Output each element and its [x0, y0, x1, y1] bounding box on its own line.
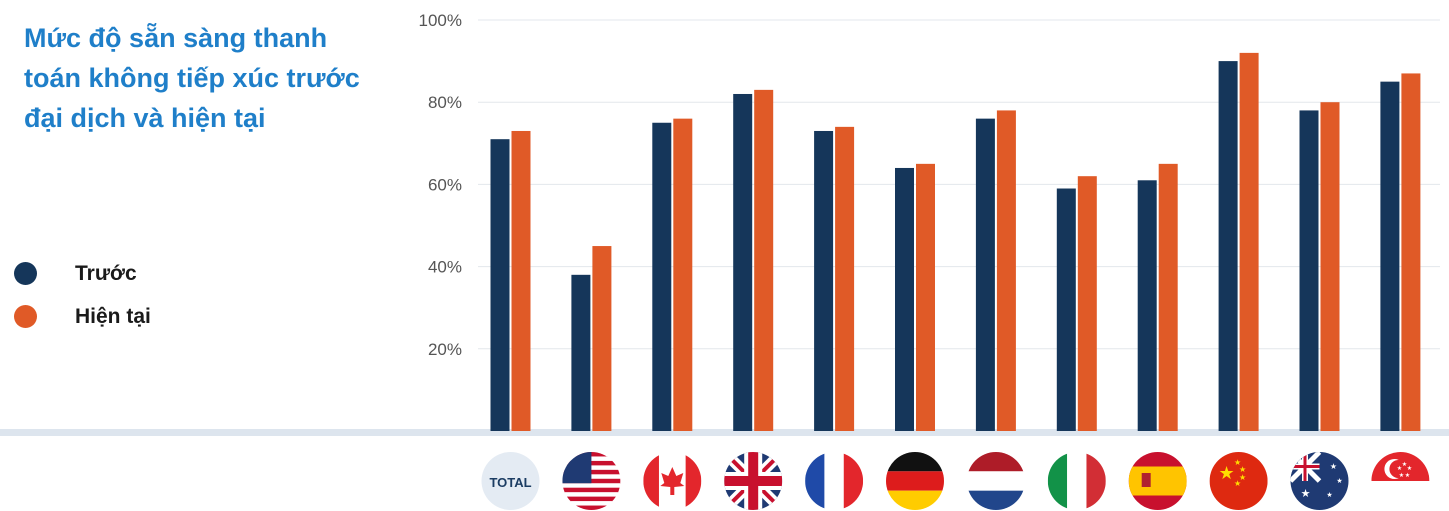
france-flag-icon — [805, 452, 864, 510]
bar-before — [1299, 110, 1319, 432]
bar-now — [511, 130, 531, 431]
bar-now — [1239, 52, 1259, 431]
bar-now — [916, 163, 935, 431]
bar-before — [814, 130, 834, 431]
y-tick-label: 60% — [428, 175, 462, 194]
bar-now — [996, 110, 1016, 432]
bar-now — [1158, 163, 1178, 431]
uk-flag-icon — [724, 452, 783, 510]
spain-flag-icon — [1128, 452, 1187, 510]
legend-label-now: Hiện tại — [75, 304, 151, 328]
bar-before — [571, 274, 591, 431]
bar-now — [835, 126, 855, 432]
svg-text:★: ★ — [1239, 473, 1246, 482]
bar-before — [490, 139, 510, 431]
bar-before — [975, 118, 995, 431]
bar-now — [592, 246, 612, 431]
svg-text:★: ★ — [1330, 462, 1337, 471]
chart-title: Mức độ sẵn sàng thanh toán không tiếp xú… — [24, 23, 360, 133]
svg-text:★: ★ — [1239, 465, 1246, 474]
y-tick-label: 40% — [428, 258, 462, 277]
bar-before — [652, 122, 672, 431]
svg-text:★: ★ — [1234, 479, 1241, 488]
bar-before — [733, 93, 753, 431]
svg-text:★: ★ — [1336, 477, 1342, 485]
bar-before — [1218, 61, 1238, 431]
legend-item-now: Hiện tại — [14, 295, 151, 338]
svg-text:★: ★ — [1301, 487, 1311, 500]
svg-text:★: ★ — [1219, 463, 1235, 484]
svg-text:★: ★ — [1397, 465, 1402, 472]
y-tick-label: 100% — [419, 11, 462, 30]
italy-flag-icon — [1047, 452, 1106, 510]
svg-text:★: ★ — [1234, 458, 1241, 467]
y-tick-label: 20% — [428, 340, 462, 359]
legend-swatch-before — [14, 262, 37, 285]
baseline-band — [0, 429, 1449, 436]
bar-now — [673, 118, 693, 431]
netherlands-flag-icon — [966, 452, 1025, 510]
bar-now — [1077, 176, 1097, 431]
total-badge-label: TOTAL — [489, 475, 531, 490]
legend-label-before: Trước — [75, 261, 137, 285]
y-tick-label: 80% — [428, 93, 462, 112]
bar-before — [1137, 180, 1157, 431]
svg-text:★: ★ — [1399, 472, 1404, 479]
bar-before — [1380, 81, 1400, 432]
svg-text:★: ★ — [1326, 491, 1332, 499]
bar-now — [1320, 102, 1340, 431]
svg-text:★: ★ — [1405, 472, 1410, 479]
china-flag-icon: ★★★★★ — [1209, 452, 1268, 510]
canada-flag-icon — [643, 452, 702, 510]
bar-before — [1056, 188, 1076, 431]
bar-before — [895, 167, 914, 431]
svg-text:★: ★ — [1402, 461, 1407, 468]
singapore-flag-icon: ★★★★★ — [1371, 452, 1430, 510]
svg-text:★: ★ — [1407, 465, 1412, 472]
legend-item-before: Trước — [14, 252, 151, 295]
total-badge-icon: TOTAL — [481, 452, 540, 510]
bar-now — [754, 89, 774, 432]
germany-flag-icon — [886, 452, 944, 510]
bar-now — [1401, 73, 1421, 432]
legend: Trước Hiện tại — [14, 252, 151, 338]
australia-flag-icon: ★ ★ ★ ★ — [1290, 452, 1349, 510]
us-flag-icon — [562, 452, 621, 510]
legend-swatch-now — [14, 305, 37, 328]
